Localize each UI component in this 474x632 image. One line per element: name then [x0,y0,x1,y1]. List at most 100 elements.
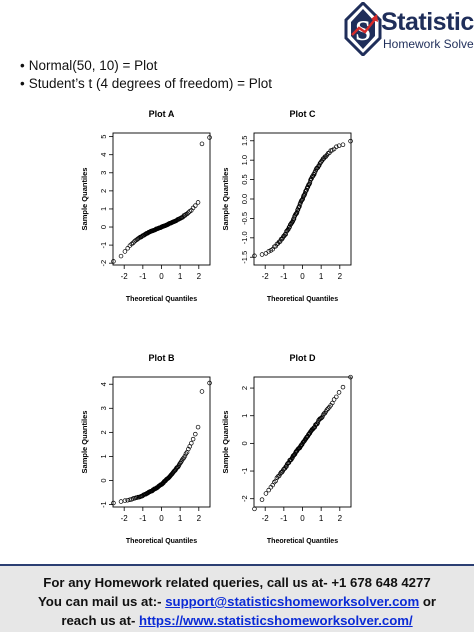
plot-4-point [252,506,257,512]
plot-4-x-tick-label: -2 [262,514,270,523]
plot-2-y-tick-label: 0.0 [240,194,249,204]
plot-1-y-tick-label: 1 [99,207,108,211]
plot-4-point [325,406,331,411]
plot-2-point [297,204,302,209]
plot-3-point [111,500,116,506]
plot-1-y-tick-label: 4 [99,153,108,157]
plot-3-y-tick-label: 1 [99,454,108,458]
plot-1-point [122,249,128,254]
plot-1-point [125,246,130,251]
plot-3-point [125,497,130,503]
plot-2-x-axis-label: Theoretical Quantiles [267,296,338,303]
plot-1-y-tick-label: 0 [99,225,108,229]
plot-1-title: Plot A [149,109,175,119]
plot-3-x-axis-label: Theoretical Quantiles [126,538,197,545]
plot-3-point [118,499,124,504]
plot-3-y-tick-label: 3 [99,406,108,410]
plot-4-x-tick-label: 0 [300,514,305,523]
plot-4-point [334,394,339,400]
plot-4-point [272,479,277,485]
plot-2-point [259,252,265,257]
contact-footer: For any Homework related queries, call u… [0,564,474,632]
footer-web-line: reach us at- https://www.statisticshomew… [0,611,474,630]
bullet-text: Student’s t (4 degrees of freedom) = Plo… [28,76,272,91]
plot-1-y-tick-label: 3 [99,171,108,175]
plot-1-x-axis-label: Theoretical Quantiles [126,296,197,303]
plot-4-y-tick-label: 2 [240,386,249,390]
plot-3-x-tick-label: 1 [178,514,183,523]
plot-4-point [336,390,342,395]
website-link[interactable]: https://www.statisticshomeworksolver.com… [139,613,413,628]
plot-3-x-tick-label: -2 [121,514,129,523]
plot-1-point [193,203,198,208]
plot-4-point [331,397,337,402]
support-email-link[interactable]: support@statisticshomeworksolver.com [165,594,420,609]
plot-1-y-tick-label: 2 [99,189,108,193]
plot-3-y-tick-label: 4 [99,382,108,386]
plot-4-point [319,414,325,420]
plot-2-y-tick-label: -1.0 [240,231,249,244]
plot-2-point [316,163,321,169]
plot-2-point [273,243,278,249]
plot-2-point [336,143,342,148]
plot-2-point [348,138,353,144]
plot-4-y-tick-label: 1 [240,414,249,418]
plot-2-y-tick-label: 1.5 [240,136,249,146]
plot-1-y-tick-label: 5 [99,135,108,139]
plot-1-x-tick-label: 1 [178,272,183,281]
plot-2-y-tick-label: -0.5 [240,212,249,225]
plot-4-x-tick-label: 2 [338,514,343,523]
plot-2-y-tick-label: 1.0 [240,155,249,165]
bullet-item: • Normal(50, 10) = Plot [20,57,272,75]
bullet-item: • Student’s t (4 degrees of freedom) = Pl… [20,75,272,93]
plot-3-point [186,446,191,452]
plot-1-frame [112,132,211,266]
plot-4-point [263,491,269,496]
plot-3-y-tick-label: 0 [99,478,108,482]
plot-1-x-tick-label: -1 [139,272,147,281]
brand-tagline: Homework Solver [383,37,474,51]
bullet-dot-icon: • [20,58,25,73]
plot-2-point [266,249,271,254]
plot-1-x-tick-label: 0 [159,272,164,281]
footer-phone-line: For any Homework related queries, call u… [43,575,431,590]
plot-1-x-tick-label: -2 [121,272,129,281]
plot-2-point [334,144,339,150]
plot-3-point [193,431,198,437]
bullet-dot-icon: • [20,76,25,91]
plot-4-title: Plot D [290,353,316,363]
plot-4-point [266,487,271,493]
plot-3-y-tick-label: 2 [99,430,108,434]
plot-1-x-tick-label: 2 [197,272,202,281]
plot-3-point [190,436,196,442]
plot-4-y-tick-label: -1 [240,468,249,475]
brand-name: Statistics [381,8,474,36]
plot-4-point [324,407,330,412]
plot-2-point [252,253,257,259]
plot-3-point [122,498,128,503]
plot-1-y-tick-label: -1 [99,242,108,249]
plot-2-x-tick-label: -1 [280,272,288,281]
plot-1-point [186,210,191,215]
plot-2-x-tick-label: 0 [300,272,305,281]
bullet-list: • Normal(50, 10) = Plot • Student’s t (4 d… [20,57,272,93]
plot-3-y-axis-label: Sample Quantiles [80,411,89,474]
plot-1-point [118,253,124,259]
plot-1-point [195,200,201,205]
plot-2-y-tick-label: -1.5 [240,251,249,264]
plot-2-point [300,197,305,202]
plot-2-point [294,209,300,215]
plot-4-x-tick-label: -1 [280,514,288,523]
plot-4-point [312,424,318,430]
plot-1-point [199,141,205,147]
plot-3-x-tick-label: 2 [197,514,202,523]
plot-3-point [195,424,201,430]
brand-logo: S Statistics Homework Solver [343,2,474,58]
footer-web-prefix: reach us at- [61,613,140,628]
plot-4-x-tick-label: 1 [319,514,324,523]
plot-2-x-tick-label: -2 [262,272,270,281]
plot-2-y-tick-label: 0.5 [240,174,249,184]
plot-2-title: Plot C [290,109,316,119]
plot-4-y-tick-label: -2 [240,495,249,502]
